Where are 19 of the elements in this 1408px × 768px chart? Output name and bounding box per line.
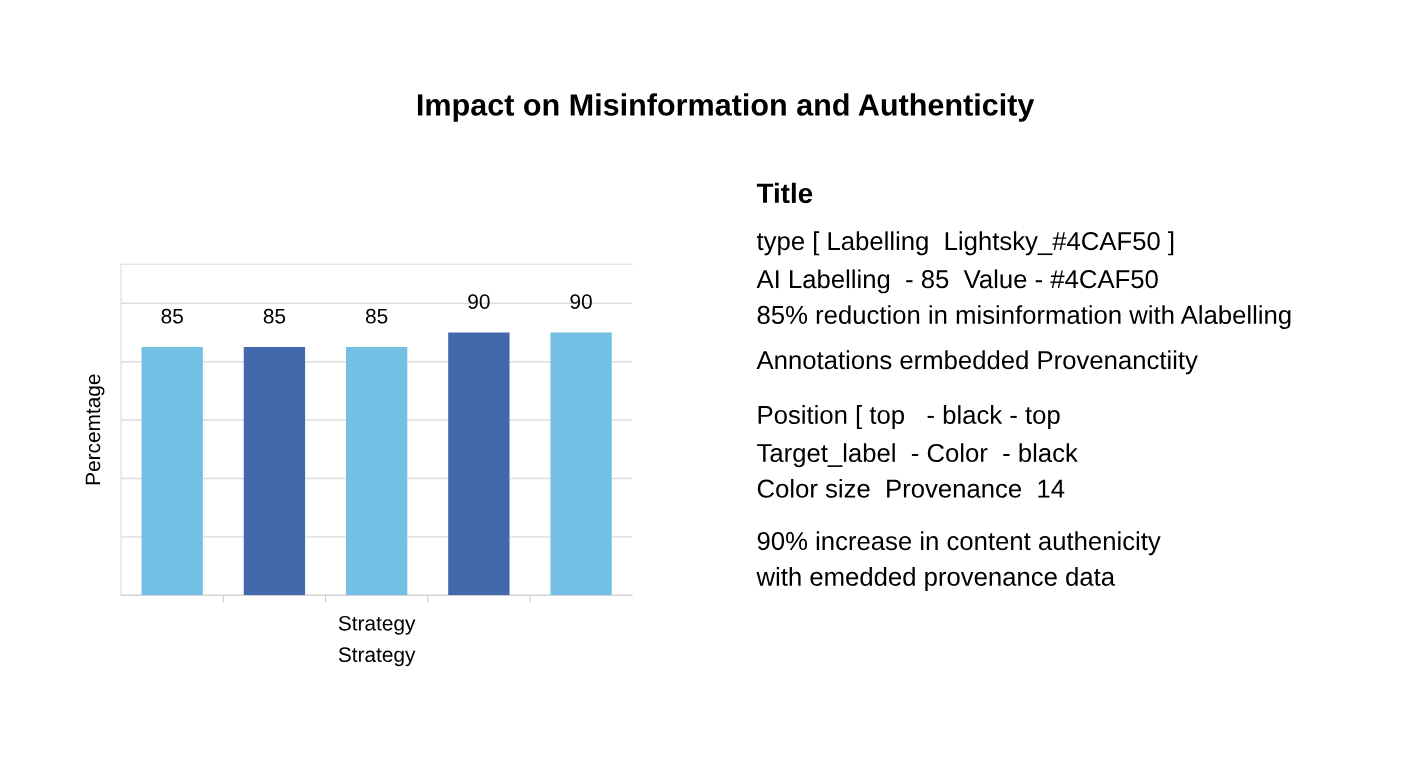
text: Target_label - Color - black [757, 443, 1078, 468]
data-label: 90 [570, 294, 592, 309]
text: 85% reduction in misinformation with Alabelling [757, 305, 1291, 330]
data-label: 90 [468, 294, 490, 309]
text: Title [756, 182, 813, 204]
text: 90% increase in content authenicity [757, 531, 1161, 556]
text: Annotations ermbedded Provenanctiity [756, 350, 1198, 375]
text: with emedded provenance data [756, 567, 1116, 591]
text: AI Labelling - 85 Value - #4CAF50 [756, 269, 1158, 294]
text: type [ Labelling Lightsky_#4CAF50 ] [756, 231, 1174, 256]
text: Strategy [338, 647, 416, 667]
x-axis-title: Strategy [338, 615, 416, 635]
text: Color size Provenance 14 [757, 478, 1065, 498]
data-label: 85 [161, 308, 183, 324]
text: Position [ top - black - top [758, 405, 1060, 430]
y-axis-title: Percemtage [85, 374, 105, 485]
text: Impact on Misinformation and Authenticity [417, 93, 1035, 122]
data-label: 85 [365, 308, 388, 324]
data-label: 85 [263, 308, 286, 324]
